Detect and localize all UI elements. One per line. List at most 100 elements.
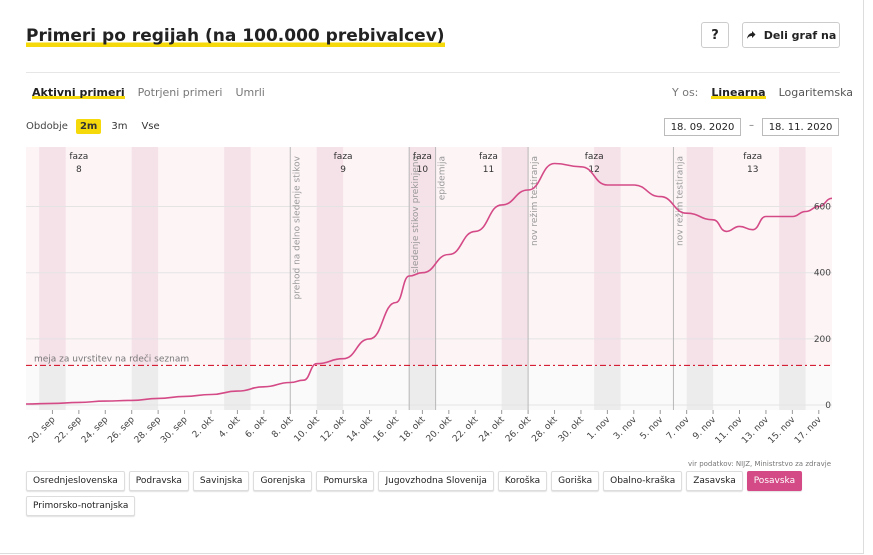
tab-aktivni-primeri[interactable]: Aktivni primeri bbox=[32, 86, 125, 99]
period-label: Obdobje bbox=[26, 121, 68, 132]
y-tick-label: 600 bbox=[814, 203, 831, 213]
event-label: prehod na delno sledenje stikov bbox=[292, 155, 302, 299]
region-button[interactable]: Osrednjeslovenska bbox=[26, 471, 125, 491]
event-label: epidemija bbox=[438, 156, 448, 200]
x-tick-label: 20. sep bbox=[27, 415, 58, 446]
weekend-band bbox=[224, 147, 251, 366]
x-tick-label: 30. sep bbox=[159, 415, 190, 446]
series-line bbox=[25, 162, 833, 405]
x-tick-label: 17. nov bbox=[793, 415, 824, 446]
region-button[interactable]: Posavska bbox=[746, 471, 803, 491]
x-tick-label: 24. sep bbox=[80, 415, 111, 446]
x-tick-label: 11. nov bbox=[714, 415, 745, 446]
phase-number: 9 bbox=[340, 165, 346, 175]
x-tick-label: 18. okt bbox=[398, 415, 428, 445]
x-tick-label: 15. nov bbox=[767, 415, 798, 446]
weekend-band bbox=[409, 147, 436, 366]
x-tick-label: 30. okt bbox=[557, 415, 587, 445]
y-axis-log-option[interactable]: Logaritemska bbox=[778, 86, 853, 99]
tab-potrjeni-primeri[interactable]: Potrjeni primeri bbox=[137, 86, 223, 99]
y-tick-label: 0 bbox=[825, 401, 831, 411]
weekend-band bbox=[686, 365, 714, 410]
date-from-input[interactable]: 18. 09. 2020 bbox=[664, 118, 741, 136]
x-tick-label: 13. nov bbox=[740, 415, 771, 446]
line-chart[interactable]: prehod na delno sledenje stikov sledenje … bbox=[0, 140, 873, 458]
share-button[interactable]: Deli graf na bbox=[742, 22, 840, 48]
x-tick-label: 3. nov bbox=[612, 415, 639, 442]
region-button[interactable]: Pomurska bbox=[316, 471, 375, 491]
weekend-band bbox=[594, 147, 621, 366]
y-axis-label: Y os: bbox=[672, 86, 699, 99]
region-button[interactable]: Savinjska bbox=[192, 471, 250, 491]
period-2m-button[interactable]: 2m bbox=[75, 119, 102, 134]
region-buttons: Osrednjeslovenska Podravska Savinjska Goren… bbox=[26, 471, 846, 516]
x-tick-label: 22. okt bbox=[451, 415, 481, 445]
y-axis-selector: Y os: Linearna Logaritemska bbox=[672, 86, 853, 99]
region-button[interactable]: Jugovzhodna Slovenija bbox=[378, 471, 494, 491]
page-title: Primeri po regijah (na 100.000 prebivalc… bbox=[26, 26, 445, 47]
period-3m-button[interactable]: 3m bbox=[111, 121, 128, 132]
share-button-label: Deli graf na bbox=[763, 28, 837, 42]
x-tick-label: 28. sep bbox=[133, 415, 164, 446]
weekend-band bbox=[501, 147, 529, 366]
region-button[interactable]: Primorsko-notranjska bbox=[26, 496, 136, 516]
event-label: sledenje stikov prekinjeno bbox=[411, 156, 421, 274]
x-tick-label: 16. okt bbox=[372, 415, 402, 445]
help-button[interactable]: ? bbox=[701, 22, 729, 48]
phase-label: faza bbox=[743, 152, 762, 162]
x-tick-label: 24. okt bbox=[478, 415, 508, 445]
phase-label: faza bbox=[69, 152, 88, 162]
x-tick-label: 26. sep bbox=[106, 415, 137, 446]
weekend-band bbox=[501, 365, 529, 410]
y-tick-label: 200 bbox=[814, 335, 831, 345]
weekend-band bbox=[39, 147, 66, 366]
date-separator: – bbox=[749, 120, 754, 131]
x-tick-label: 8. okt bbox=[270, 415, 296, 441]
weekend-band bbox=[316, 365, 344, 410]
weekend-band bbox=[131, 147, 159, 366]
weekend-band bbox=[779, 147, 806, 366]
x-tick-label: 12. okt bbox=[319, 415, 349, 445]
weekend-band bbox=[686, 147, 714, 366]
phase-label: faza bbox=[479, 152, 498, 162]
phase-number: 13 bbox=[747, 165, 758, 175]
region-button[interactable]: Zasavska bbox=[686, 471, 743, 491]
phase-label: faza bbox=[585, 152, 604, 162]
region-button[interactable]: Podravska bbox=[128, 471, 189, 491]
phase-number: 12 bbox=[588, 165, 599, 175]
period-selector: Obdobje 2m 3m Vse bbox=[26, 119, 164, 134]
header-divider bbox=[26, 72, 840, 73]
x-tick-label: 5. nov bbox=[638, 415, 665, 442]
region-button[interactable]: Goriška bbox=[551, 471, 600, 491]
data-source: vir podatkov: NIJZ, Ministrstvo za zdrav… bbox=[688, 460, 831, 468]
x-tick-label: 4. okt bbox=[217, 415, 243, 441]
date-to-input[interactable]: 18. 11. 2020 bbox=[762, 118, 839, 136]
phase-number: 11 bbox=[483, 165, 494, 175]
weekend-band bbox=[316, 147, 344, 366]
y-axis-linear-option[interactable]: Linearna bbox=[711, 86, 766, 99]
x-tick-label: 20. okt bbox=[425, 415, 455, 445]
phase-label: faza bbox=[413, 152, 432, 162]
x-tick-label: 1. nov bbox=[586, 415, 613, 442]
x-tick-label: 26. okt bbox=[504, 415, 534, 445]
y-tick-label: 400 bbox=[814, 269, 831, 279]
weekend-band bbox=[224, 365, 251, 410]
event-label: nov režim testiranja bbox=[530, 156, 540, 246]
phase-label: faza bbox=[334, 152, 353, 162]
weekend-band bbox=[131, 365, 159, 410]
phase-number: 8 bbox=[76, 165, 82, 175]
x-tick-label: 10. okt bbox=[293, 415, 323, 445]
threshold-label: meja za uvrstitev na rdeči seznam bbox=[34, 353, 189, 364]
region-button[interactable]: Gorenjska bbox=[253, 471, 313, 491]
period-all-button[interactable]: Vse bbox=[141, 121, 160, 132]
x-tick-label: 7. nov bbox=[665, 415, 692, 442]
x-tick-label: 14. okt bbox=[345, 415, 375, 445]
event-label: nov režim testiranja bbox=[675, 156, 685, 246]
region-button[interactable]: Obalno-kraška bbox=[603, 471, 683, 491]
weekend-band bbox=[594, 365, 621, 410]
share-arrow-icon bbox=[746, 31, 756, 39]
region-button[interactable]: Koroška bbox=[497, 471, 548, 491]
x-tick-label: 2. okt bbox=[191, 415, 217, 441]
tab-umrli[interactable]: Umrli bbox=[235, 86, 265, 99]
